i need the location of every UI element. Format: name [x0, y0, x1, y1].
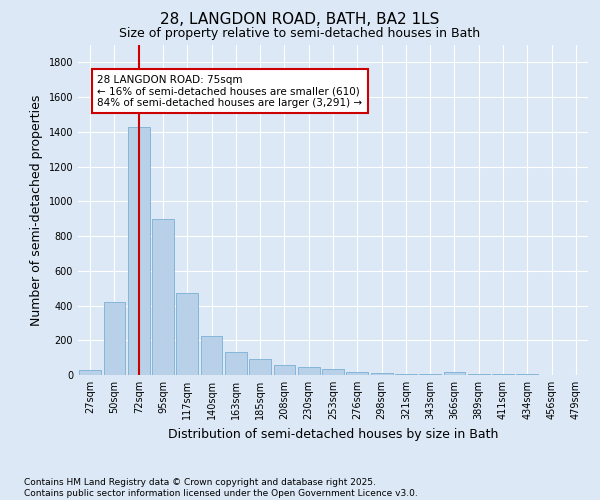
Bar [225, 352, 247, 375]
Bar [419, 374, 441, 375]
Text: Contains HM Land Registry data © Crown copyright and database right 2025.
Contai: Contains HM Land Registry data © Crown c… [24, 478, 418, 498]
Y-axis label: Number of semi-detached properties: Number of semi-detached properties [30, 94, 43, 326]
Bar [200, 336, 223, 375]
Bar [395, 374, 417, 375]
Text: 28 LANGDON ROAD: 75sqm
← 16% of semi-detached houses are smaller (610)
84% of se: 28 LANGDON ROAD: 75sqm ← 16% of semi-det… [97, 74, 362, 108]
Bar [346, 372, 368, 375]
Bar [517, 374, 538, 375]
Bar [128, 126, 149, 375]
Bar [322, 369, 344, 375]
Bar [79, 370, 101, 375]
Bar [104, 302, 125, 375]
Text: 28, LANGDON ROAD, BATH, BA2 1LS: 28, LANGDON ROAD, BATH, BA2 1LS [160, 12, 440, 28]
Bar [443, 372, 466, 375]
Bar [176, 294, 198, 375]
Bar [249, 358, 271, 375]
Bar [152, 218, 174, 375]
Bar [468, 374, 490, 375]
X-axis label: Distribution of semi-detached houses by size in Bath: Distribution of semi-detached houses by … [168, 428, 498, 440]
Bar [298, 366, 320, 375]
Bar [492, 374, 514, 375]
Bar [371, 373, 392, 375]
Text: Size of property relative to semi-detached houses in Bath: Size of property relative to semi-detach… [119, 28, 481, 40]
Bar [274, 364, 295, 375]
